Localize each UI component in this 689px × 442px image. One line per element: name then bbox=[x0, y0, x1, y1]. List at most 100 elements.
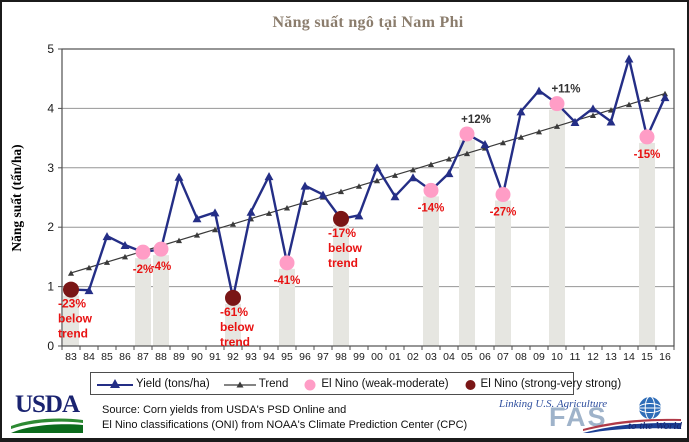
annotation-label: -15% bbox=[634, 149, 661, 161]
el-nino-strong-dot bbox=[333, 210, 349, 227]
x-tick-label: 15 bbox=[641, 351, 653, 363]
legend-label-elnino-weak: El Nino (weak-moderate) bbox=[321, 377, 449, 390]
y-tick-label: 0 bbox=[47, 339, 54, 353]
x-tick-label: 12 bbox=[587, 351, 599, 363]
el-nino-shading-bar bbox=[459, 139, 475, 346]
annotation-label: +12% bbox=[461, 114, 491, 126]
el-nino-shading-bar bbox=[135, 258, 151, 346]
yield-marker bbox=[516, 107, 526, 116]
trend-marker bbox=[85, 264, 93, 271]
trend-marker bbox=[517, 134, 525, 140]
x-tick-label: 97 bbox=[317, 351, 329, 363]
annotation-label: -23% bbox=[58, 297, 86, 311]
x-tick-label: 00 bbox=[371, 351, 383, 363]
trend-marker bbox=[409, 166, 417, 173]
el-nino-shading-bar bbox=[495, 200, 511, 346]
trend-marker bbox=[427, 161, 435, 167]
trend-marker bbox=[355, 183, 363, 189]
trend-marker bbox=[193, 232, 201, 238]
x-tick-label: 14 bbox=[623, 351, 635, 363]
trend-marker bbox=[337, 188, 345, 195]
legend-item-elnino-weak: El Nino (weak-moderate) bbox=[301, 377, 449, 391]
trend-marker bbox=[67, 270, 75, 276]
el-nino-weak-dot bbox=[495, 187, 511, 203]
trend-marker bbox=[211, 226, 219, 233]
yield-marker bbox=[246, 207, 256, 216]
fas-tagline: Linking U.S. Agriculture bbox=[499, 398, 608, 410]
legend-item-elnino-strong: El Nino (strong-very strong) bbox=[462, 377, 622, 391]
annotation-label: trend bbox=[220, 335, 250, 349]
yield-marker bbox=[408, 173, 418, 182]
x-tick-label: 95 bbox=[281, 351, 293, 363]
trend-marker bbox=[445, 156, 453, 162]
trend-marker bbox=[175, 237, 183, 244]
yield-marker bbox=[606, 117, 616, 126]
x-tick-label: 84 bbox=[83, 351, 95, 363]
x-tick-label: 89 bbox=[173, 351, 185, 363]
trend-line bbox=[70, 92, 666, 274]
x-tick-label: 05 bbox=[461, 351, 473, 363]
trend-marker bbox=[391, 172, 399, 178]
yield-line-marker-icon bbox=[97, 378, 133, 388]
el-nino-weak-dot bbox=[549, 96, 565, 112]
yield-marker bbox=[84, 286, 94, 295]
x-tick-label: 87 bbox=[137, 351, 149, 363]
trend-marker bbox=[265, 210, 273, 216]
y-tick-label: 3 bbox=[47, 161, 54, 175]
el-nino-weak-marker-icon bbox=[304, 379, 316, 390]
el-nino-weak-dot bbox=[639, 129, 655, 145]
yield-marker bbox=[264, 172, 274, 181]
source-note: Source: Corn yields from USDA's PSD Onli… bbox=[102, 403, 467, 433]
trend-marker bbox=[553, 123, 561, 129]
el-nino-shading-bar bbox=[63, 295, 79, 346]
el-nino-weak-dot bbox=[423, 182, 439, 198]
yield-marker bbox=[390, 192, 400, 201]
chart-title: Năng suất ngô tại Nam Phi bbox=[272, 14, 464, 31]
trend-marker bbox=[499, 139, 507, 146]
x-tick-label: 94 bbox=[263, 351, 275, 363]
yield-marker bbox=[534, 86, 544, 95]
x-tick-label: 07 bbox=[497, 351, 509, 363]
annotation-label: below bbox=[58, 312, 93, 326]
x-tick-label: 86 bbox=[119, 351, 131, 363]
yield-marker bbox=[660, 93, 670, 102]
x-tick-label: 88 bbox=[155, 351, 167, 363]
trend-marker bbox=[373, 177, 381, 184]
x-tick-label: 03 bbox=[425, 351, 437, 363]
x-tick-label: 01 bbox=[389, 351, 401, 363]
annotation-label: -17% bbox=[328, 226, 356, 240]
fas-sub-tagline: to the World bbox=[628, 420, 682, 432]
annotation-label: below bbox=[328, 241, 363, 255]
x-tick-label: 06 bbox=[479, 351, 491, 363]
trend-marker bbox=[589, 112, 597, 119]
annotation-label: -27% bbox=[490, 207, 517, 219]
legend-label-elnino-strong: El Nino (strong-very strong) bbox=[480, 377, 622, 390]
trend-marker bbox=[301, 199, 309, 206]
y-tick-label: 5 bbox=[47, 42, 54, 56]
yield-marker bbox=[588, 104, 598, 113]
fas-swoosh-icon bbox=[583, 418, 681, 433]
y-tick-label: 1 bbox=[47, 280, 54, 294]
yield-marker bbox=[372, 163, 382, 172]
x-tick-label: 91 bbox=[209, 351, 221, 363]
yield-marker bbox=[300, 181, 310, 190]
yield-marker bbox=[570, 118, 580, 127]
x-tick-label: 99 bbox=[353, 351, 365, 363]
usda-logo: USDA bbox=[10, 392, 84, 438]
annotation-label: trend bbox=[58, 327, 88, 341]
yield-marker bbox=[624, 54, 634, 63]
x-tick-label: 13 bbox=[605, 351, 617, 363]
annotation-label: -2% bbox=[133, 264, 153, 276]
annotation-label: -41% bbox=[274, 275, 301, 287]
x-tick-label: 90 bbox=[191, 351, 203, 363]
el-nino-shading-bar bbox=[153, 255, 169, 346]
el-nino-strong-dot bbox=[225, 289, 241, 306]
yield-line bbox=[70, 58, 667, 299]
el-nino-shading-bar bbox=[423, 196, 439, 346]
el-nino-strong-marker-icon bbox=[465, 379, 476, 390]
yield-marker bbox=[174, 172, 184, 181]
el-nino-shading-bar bbox=[333, 224, 349, 346]
x-tick-label: 96 bbox=[299, 351, 311, 363]
